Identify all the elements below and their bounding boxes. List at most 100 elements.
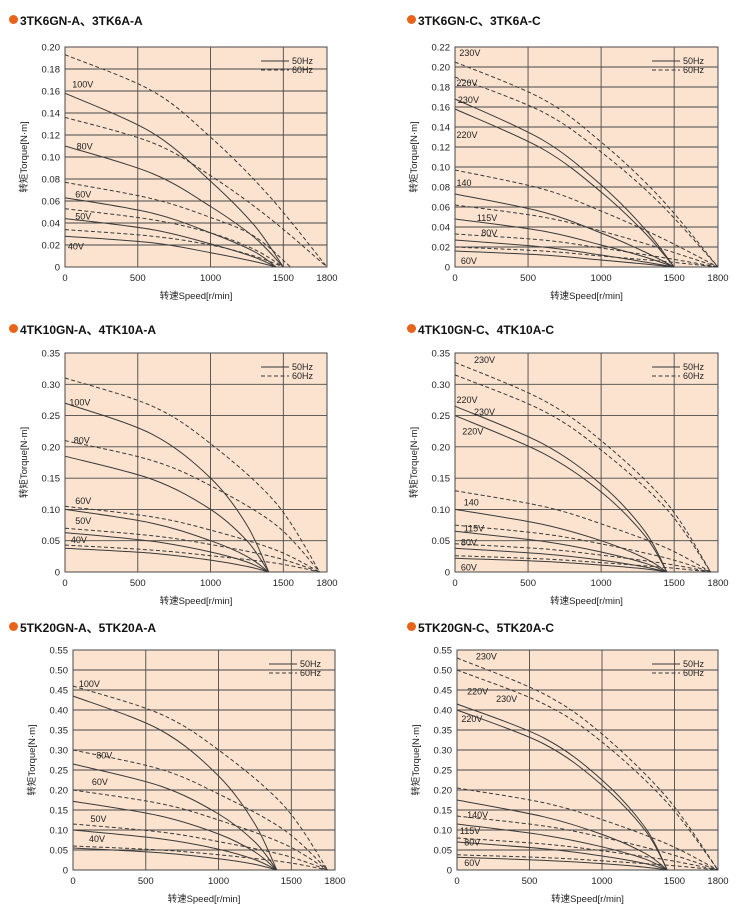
chart-2: 0 0.05 0.10 0.15 0.20 0.25 0.30 0.35 0 500 1000 150…: [18, 349, 338, 608]
curve-label: 50V: [75, 516, 91, 526]
legend-label-60hz: 60Hz: [292, 65, 314, 75]
y-tick-label: 0.10: [50, 826, 69, 837]
x-axis-label: 转速Speed[r/min]: [551, 893, 624, 905]
y-tick-label: 0: [55, 263, 60, 274]
x-tick-label: 1500: [664, 578, 685, 589]
y-tick-label: 0.35: [434, 726, 453, 737]
y-tick-label: 0.40: [434, 706, 453, 717]
curve-100v-60hz: [64, 377, 321, 573]
curve-80v-50hz: [454, 239, 675, 268]
curve-40v-50hz: [72, 847, 277, 871]
y-tick-label: 0.30: [432, 380, 451, 391]
y-tick-label: 0.04: [42, 219, 61, 230]
y-tick-label: 0.05: [42, 536, 61, 547]
y-axis-label: 转矩Torque[N·m]: [408, 427, 420, 498]
curve-label: 230V: [496, 694, 517, 704]
curve-label: 40V: [68, 241, 84, 251]
curve-label: 60V: [464, 858, 480, 868]
y-tick-label: 0: [445, 263, 450, 274]
curve-label: 80V: [74, 436, 90, 446]
x-tick-label: 1000: [208, 876, 229, 887]
curve-230v-50hz: [454, 98, 675, 268]
curve-80v-60hz: [64, 440, 321, 573]
x-tick-label: 0: [454, 876, 459, 887]
bullet-icon: [9, 622, 18, 631]
plot-area: [457, 650, 718, 870]
y-tick-label: 0.25: [432, 411, 451, 422]
curve-140v-50hz: [454, 193, 675, 268]
curve-115v-50hz: [454, 218, 675, 268]
y-tick-label: 0.30: [434, 746, 453, 757]
chart-4: 0 0.05 0.10 0.15 0.20 0.25 0.30 0.35 0.40 0.45 0.5…: [26, 646, 346, 906]
x-tick-label: 1500: [273, 578, 294, 589]
y-tick-label: 0.35: [42, 349, 61, 360]
legend-label-60hz: 60Hz: [292, 371, 314, 381]
chart-0: 0 0.02 0.04 0.06 0.08 0.10 0.12 0.14 0.16 0.18 0.2…: [18, 43, 338, 303]
curve-140v-60hz: [454, 169, 719, 268]
y-tick-label: 0.08: [42, 175, 61, 186]
y-tick-label: 0.20: [42, 43, 61, 54]
x-tick-label: 1800: [316, 578, 337, 589]
curve-label: 100V: [69, 398, 90, 408]
curve-label: 115V: [464, 523, 484, 533]
y-tick-label: 0.35: [432, 349, 451, 360]
curve-220v-50hz: [454, 415, 668, 573]
x-axis-label: 转速Speed[r/min]: [550, 595, 623, 607]
y-tick-label: 0.04: [432, 223, 451, 234]
x-tick-label: 1500: [664, 876, 685, 887]
y-tick-label: 0.08: [432, 183, 451, 194]
curve-label: 60V: [461, 256, 477, 266]
curve-label: 220V: [456, 78, 477, 88]
curve-label: 220V: [456, 395, 477, 405]
curve-label: 50V: [75, 212, 91, 222]
x-tick-label: 1000: [591, 578, 612, 589]
curve-label: 230V: [459, 48, 480, 58]
curve-label: 230V: [458, 95, 479, 105]
curve-label: 140: [464, 498, 479, 508]
bullet-icon: [407, 622, 416, 631]
curve-label: 40V: [89, 834, 105, 844]
x-tick-label: 500: [522, 876, 538, 887]
x-tick-label: 1000: [200, 273, 221, 284]
curve-80v-60hz: [456, 837, 719, 871]
curve-140v-60hz: [456, 787, 719, 871]
x-tick-label: 1500: [273, 273, 294, 284]
x-axis-label: 转速Speed[r/min]: [160, 290, 233, 302]
x-axis-label: 转速Speed[r/min]: [168, 893, 241, 905]
bullet-icon: [407, 15, 416, 24]
y-tick-label: 0.18: [42, 65, 61, 76]
curve-label: 80V: [96, 750, 112, 760]
curve-label: 220V: [456, 130, 477, 140]
x-tick-label: 0: [452, 578, 457, 589]
curve-40v-60hz: [64, 229, 284, 268]
y-tick-label: 0.45: [50, 686, 69, 697]
curve-label: 220V: [467, 686, 488, 696]
plot-border: [64, 352, 328, 573]
y-tick-label: 0.10: [42, 153, 61, 164]
y-tick-label: 0.30: [42, 380, 61, 391]
curve-label: 60V: [75, 190, 91, 200]
y-tick-label: 0.15: [432, 474, 451, 485]
curve-60v-50hz: [454, 557, 667, 573]
curve-80v-50hz: [64, 145, 284, 268]
curve-80v-60hz: [64, 116, 328, 268]
x-tick-label: 0: [62, 578, 67, 589]
legend-label-50hz: 50Hz: [683, 362, 705, 372]
y-tick-label: 0.15: [434, 806, 453, 817]
plot-area: [65, 353, 327, 572]
y-tick-label: 0.22: [432, 43, 451, 54]
x-tick-label: 1000: [200, 578, 221, 589]
plot-border: [454, 46, 719, 268]
chart-title: 4TK10GN-C、4TK10A-C: [418, 323, 555, 337]
y-tick-label: 0.12: [432, 143, 451, 154]
curve-80v-50hz: [72, 763, 278, 871]
y-tick-label: 0.25: [434, 766, 453, 777]
x-tick-label: 1800: [707, 273, 728, 284]
y-tick-label: 0.20: [42, 442, 61, 453]
y-tick-label: 0.05: [434, 846, 453, 857]
curve-80v-60hz: [72, 749, 329, 871]
curve-label: 80V: [461, 538, 477, 548]
curve-220v-50hz: [454, 108, 675, 268]
curve-230v-60hz: [454, 61, 719, 268]
y-tick-label: 0.06: [432, 203, 451, 214]
